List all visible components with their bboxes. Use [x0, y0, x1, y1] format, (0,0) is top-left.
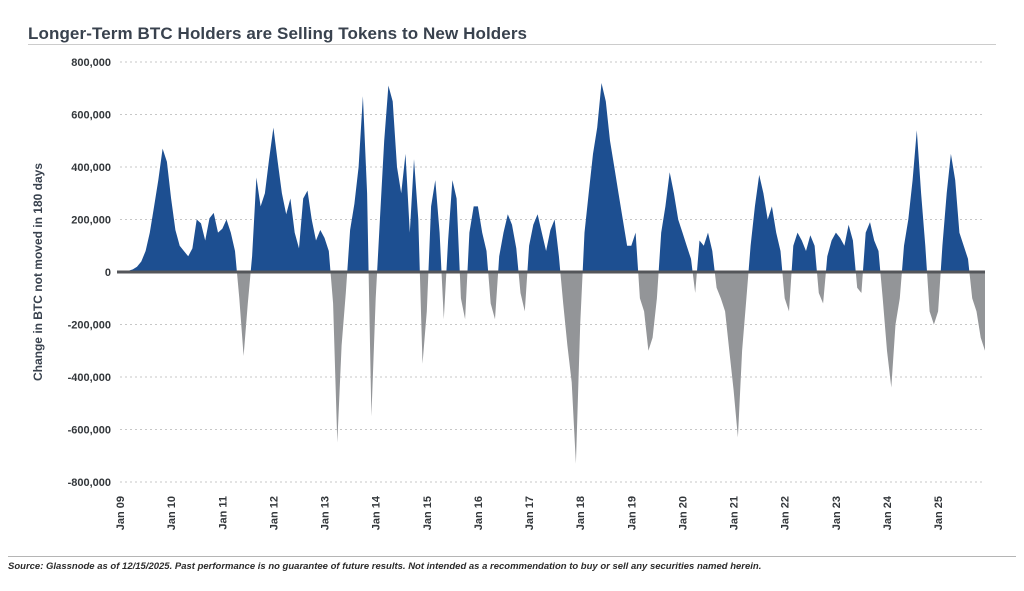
- y-tick-label: 600,000: [71, 110, 111, 122]
- x-tick-label: Jan 24: [882, 495, 894, 530]
- x-tick-label: Jan 22: [780, 496, 792, 530]
- x-tick-label: Jan 23: [831, 496, 843, 530]
- x-tick-label: Jan 14: [371, 495, 383, 530]
- x-tick-label: Jan 11: [217, 496, 229, 530]
- y-tick-label: 200,000: [71, 215, 111, 227]
- x-tick-label: Jan 19: [626, 496, 638, 530]
- x-tick-label: Jan 12: [268, 496, 280, 530]
- y-tick-label: 0: [105, 267, 111, 279]
- footer-divider: [8, 556, 1016, 557]
- y-tick-label: -200,000: [68, 320, 111, 332]
- y-tick-label: -800,000: [68, 477, 111, 489]
- x-tick-label: Jan 25: [933, 496, 945, 530]
- source-note: Source: Glassnode as of 12/15/2025. Past…: [8, 561, 1016, 572]
- y-tick-label: -600,000: [68, 425, 111, 437]
- area-positive: [120, 83, 985, 272]
- x-tick-label: Jan 15: [422, 496, 434, 530]
- x-tick-label: Jan 21: [729, 496, 741, 530]
- y-tick-label: 800,000: [71, 57, 111, 69]
- source-note-text: Source: Glassnode as of 12/15/2025. Past…: [8, 561, 762, 572]
- x-tick-label: Jan 10: [166, 496, 178, 530]
- x-tick-label: Jan 18: [575, 496, 587, 530]
- x-tick-label: Jan 17: [524, 496, 536, 530]
- btc-holders-area-chart: 800,000 600,000 400,000 200,000 0 -200,000 -40…: [68, 57, 985, 530]
- x-tick-label: Jan 09: [115, 496, 127, 530]
- area-negative: [120, 272, 985, 464]
- y-tick-label: 400,000: [71, 162, 111, 174]
- x-tick-label: Jan 13: [320, 496, 332, 530]
- y-tick-label: -400,000: [68, 372, 111, 384]
- chart-title: Longer-Term BTC Holders are Selling Toke…: [28, 24, 528, 44]
- x-tick-label: Jan 16: [473, 496, 485, 530]
- x-tick-label: Jan 20: [677, 496, 689, 530]
- title-divider: [28, 44, 996, 45]
